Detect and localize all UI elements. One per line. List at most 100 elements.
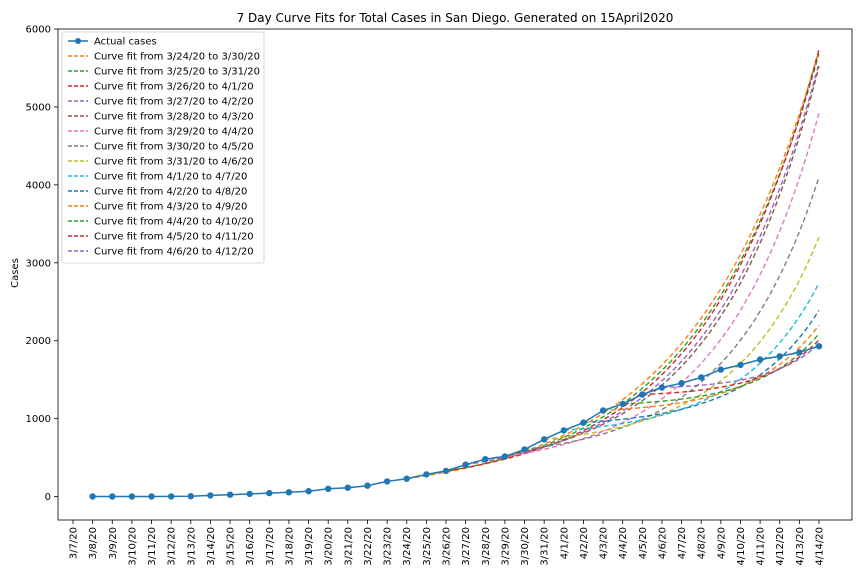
chart-title: 7 Day Curve Fits for Total Cases in San … — [237, 11, 674, 25]
x-tick-label: 4/12/20 — [775, 527, 786, 566]
x-tick-label: 3/29/20 — [500, 527, 511, 566]
legend-label-8: Curve fit from 3/31/20 to 4/6/20 — [94, 157, 254, 168]
actual-cases-point — [619, 400, 626, 408]
x-tick-label: 3/12/20 — [167, 527, 178, 566]
actual-cases-point — [403, 475, 410, 482]
x-axis-ticks: 3/7/20 3/8/20 3/9/20 3/10/20 3/11/20 3/12/20 3… — [69, 520, 826, 566]
x-tick-label: 4/9/20 — [716, 527, 727, 559]
actual-cases-point — [344, 484, 351, 491]
x-tick-label: 3/15/20 — [226, 527, 237, 566]
curve-fit-line-7 — [524, 176, 820, 451]
actual-cases-point — [639, 391, 646, 398]
x-tick-label: 3/7/20 — [69, 527, 80, 559]
legend-label-7: Curve fit from 3/30/20 to 4/5/20 — [94, 142, 254, 153]
y-tick-label: 4000 — [26, 180, 51, 191]
y-tick-label: 6000 — [26, 25, 51, 36]
legend-label-5: Curve fit from 3/28/20 to 4/3/20 — [94, 112, 254, 123]
x-tick-label: 4/5/20 — [638, 527, 649, 559]
legend-label-14: Curve fit from 4/6/20 to 4/12/20 — [94, 247, 254, 258]
x-tick-label: 4/1/20 — [559, 527, 570, 559]
curve-fit-line-11 — [603, 324, 820, 412]
x-tick-label: 4/4/20 — [618, 527, 629, 559]
actual-cases-point — [560, 427, 567, 434]
x-tick-label: 3/13/20 — [186, 527, 197, 566]
y-tick-label: 5000 — [26, 102, 51, 113]
actual-cases-point — [482, 456, 489, 463]
curve-fit-line-2 — [426, 53, 820, 476]
actual-cases-point — [521, 446, 528, 453]
actual-cases-point — [89, 493, 96, 500]
legend-label-actual: Actual cases — [94, 37, 157, 48]
legend: Actual cases Curve fit from 3/24/20 to 3/… — [61, 31, 265, 264]
y-tick-label: 2000 — [26, 336, 51, 347]
legend-label-4: Curve fit from 3/27/20 to 4/2/20 — [94, 97, 254, 108]
x-tick-label: 4/7/20 — [677, 527, 688, 559]
x-tick-label: 4/8/20 — [697, 527, 708, 559]
actual-cases-point — [266, 489, 273, 497]
curve-fit-line-3 — [445, 49, 820, 472]
x-tick-label: 4/14/20 — [815, 527, 826, 566]
x-tick-label: 3/10/20 — [127, 527, 138, 566]
plot-lines — [89, 49, 823, 500]
x-tick-label: 3/27/20 — [461, 527, 472, 566]
actual-cases-point — [580, 419, 587, 426]
x-tick-label: 3/21/20 — [343, 527, 354, 566]
actual-cases-point — [325, 485, 332, 492]
curve-fit-line-9 — [563, 282, 820, 432]
legend-label-1: Curve fit from 3/24/20 to 3/30/20 — [94, 52, 260, 63]
x-tick-label: 3/8/20 — [88, 527, 99, 559]
x-tick-label: 3/23/20 — [383, 527, 394, 566]
curve-fit-line-6 — [504, 113, 820, 458]
curve-fit-line-14 — [661, 343, 820, 389]
curve-fit-line-5 — [485, 66, 820, 460]
x-tick-label: 4/3/20 — [599, 527, 610, 559]
actual-cases-point — [285, 489, 293, 496]
x-tick-label: 4/6/20 — [657, 527, 668, 559]
x-tick-label: 3/14/20 — [206, 527, 217, 566]
actual-cases-point — [776, 353, 783, 360]
actual-cases-point — [501, 453, 509, 460]
actual-cases-point — [796, 349, 803, 356]
actual-cases-point — [109, 493, 116, 500]
x-tick-label: 3/16/20 — [245, 527, 256, 566]
legend-label-2: Curve fit from 3/25/20 to 3/31/20 — [94, 67, 260, 78]
plot-frame — [57, 28, 853, 521]
actual-cases-point — [246, 490, 253, 498]
x-tick-label: 3/18/20 — [284, 527, 295, 566]
x-tick-label: 3/19/20 — [304, 527, 315, 566]
actual-cases-point — [442, 467, 450, 475]
y-axis-ticks: 0 1000 2000 3000 4000 5000 6000 — [26, 25, 58, 503]
legend-label-13: Curve fit from 4/5/20 to 4/11/20 — [94, 232, 254, 243]
legend-label-10: Curve fit from 4/2/20 to 4/8/20 — [94, 187, 247, 198]
x-tick-label: 3/30/20 — [520, 527, 531, 566]
legend-label-11: Curve fit from 4/3/20 to 4/9/20 — [94, 202, 247, 213]
x-tick-label: 3/22/20 — [363, 527, 374, 566]
x-tick-label: 4/11/20 — [756, 527, 767, 566]
x-tick-label: 3/28/20 — [481, 527, 492, 566]
y-tick-label: 0 — [45, 492, 51, 503]
x-tick-label: 4/13/20 — [795, 527, 806, 566]
x-tick-label: 3/26/20 — [442, 527, 453, 566]
actual-cases-point — [599, 407, 607, 414]
actual-cases-point — [383, 478, 391, 485]
y-tick-label: 1000 — [26, 414, 51, 425]
x-tick-label: 3/25/20 — [422, 527, 433, 566]
actual-cases-point — [207, 492, 214, 499]
curve-fit-line-12 — [622, 333, 820, 405]
legend-marker-actual — [75, 38, 81, 44]
actual-cases-point — [717, 366, 724, 373]
curve-fit-line-8 — [544, 236, 820, 440]
actual-cases-point — [678, 380, 685, 387]
actual-cases-point — [658, 384, 666, 391]
actual-cases-point — [756, 356, 764, 363]
actual-cases-point — [462, 461, 469, 468]
y-axis-label: Cases — [10, 258, 21, 288]
legend-label-3: Curve fit from 3/26/20 to 4/1/20 — [94, 82, 254, 93]
x-tick-label: 3/24/20 — [402, 527, 413, 566]
actual-cases-point — [737, 361, 744, 369]
legend-box — [61, 31, 265, 264]
x-tick-label: 3/9/20 — [108, 527, 119, 559]
x-tick-label: 3/20/20 — [324, 527, 335, 566]
legend-label-12: Curve fit from 4/4/20 to 4/10/20 — [94, 217, 254, 228]
